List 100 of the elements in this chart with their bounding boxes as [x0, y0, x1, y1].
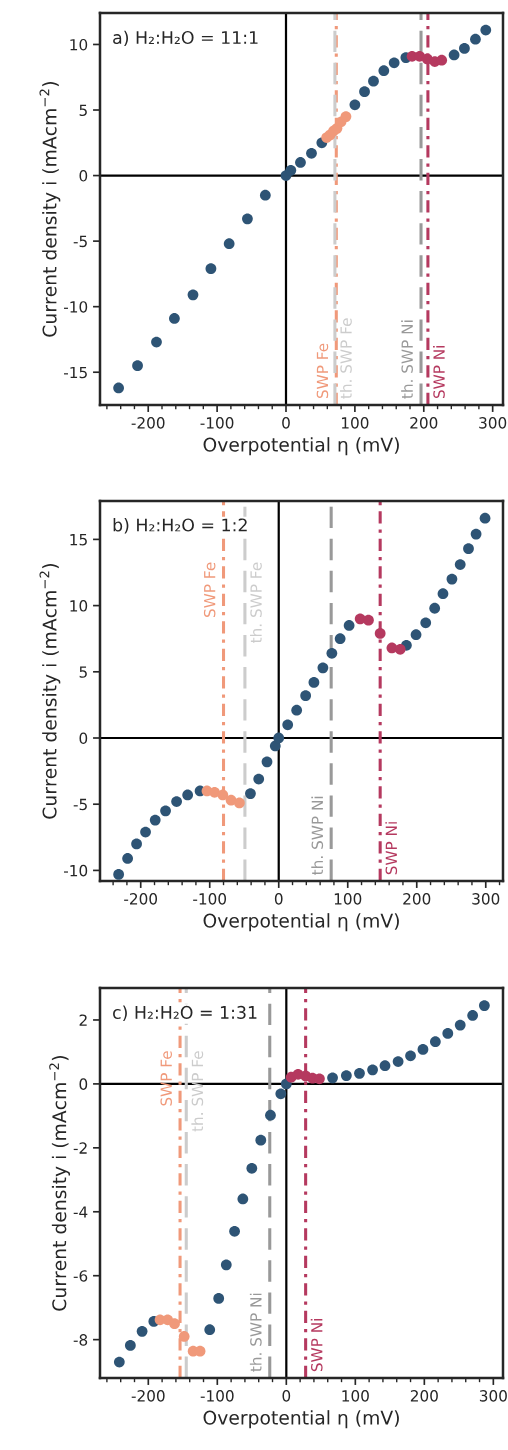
point — [205, 263, 217, 275]
point — [113, 382, 124, 394]
point — [410, 629, 422, 641]
y-tick-label: 2 — [79, 1014, 87, 1026]
point — [253, 773, 265, 785]
text: a) H₂:H₂O = 11:1 — [113, 30, 258, 47]
point — [394, 643, 406, 655]
ref-line-label: th. SWP Ni — [401, 320, 413, 399]
point — [470, 528, 482, 540]
point — [259, 189, 271, 201]
point — [327, 1072, 338, 1084]
point — [160, 805, 171, 817]
point — [367, 1064, 378, 1076]
point — [334, 633, 346, 645]
x-tick-label: -100 — [200, 417, 234, 429]
point — [478, 1000, 490, 1011]
point — [467, 1010, 479, 1021]
point — [237, 1193, 249, 1205]
ref-line-label: SWP Fe — [160, 1051, 172, 1106]
point — [220, 1259, 232, 1271]
y-tick-label: -6 — [73, 1270, 88, 1282]
x-tick-label: 300 — [479, 1390, 507, 1402]
y-tick-label: 0 — [79, 1078, 88, 1090]
point — [436, 54, 448, 66]
x-tick-label: -100 — [193, 893, 227, 905]
x-axis-title: Overpotential η (mV) — [203, 437, 399, 456]
point — [113, 869, 125, 880]
point — [131, 838, 142, 850]
point — [234, 797, 245, 809]
y-tick-label: 0 — [79, 170, 88, 182]
point — [261, 756, 273, 768]
x-tick-label: -200 — [124, 893, 158, 905]
point — [448, 49, 460, 61]
ref-line-label: SWP Fe — [316, 343, 329, 399]
y-tick-label: -8 — [73, 1334, 88, 1346]
point — [442, 1028, 454, 1039]
y-tick-label: 10 — [70, 600, 88, 612]
y-tick-label: -2 — [73, 1142, 87, 1154]
x-tick-label: 300 — [472, 893, 500, 905]
point — [229, 1225, 240, 1237]
x-tick-label: 0 — [282, 417, 290, 429]
y-tick-label: 5 — [79, 666, 87, 678]
point — [187, 289, 199, 301]
point — [454, 559, 466, 570]
x-tick-label: -200 — [131, 417, 165, 429]
text: b) H₂:H₂O = 1:2 — [113, 518, 247, 534]
x-tick-label: 200 — [403, 893, 431, 905]
point — [291, 704, 303, 716]
point — [378, 65, 390, 77]
point — [429, 602, 441, 614]
point — [136, 1325, 148, 1337]
point — [140, 826, 151, 838]
ref-line-label: SWP Ni — [310, 1319, 323, 1372]
text: c) H₂:H₂O = 1:31 — [113, 1005, 257, 1022]
x-axis-title: Overpotential η (mV) — [203, 1410, 399, 1429]
point — [359, 86, 370, 98]
point — [379, 1060, 391, 1072]
x-tick-label: 200 — [410, 417, 438, 429]
point — [273, 732, 285, 744]
y-tick-label: 10 — [70, 38, 88, 51]
point — [242, 213, 253, 225]
point — [420, 617, 432, 629]
y-axis-title: Current density i (mAcm$^{−2}$) — [49, 1055, 70, 1311]
point — [246, 1162, 258, 1174]
x-tick-label: 300 — [479, 417, 507, 429]
y-tick-label: -10 — [63, 864, 88, 877]
point — [209, 786, 220, 798]
ref-line-label: th. SWP Ni — [311, 796, 324, 875]
point — [275, 1088, 287, 1100]
y-tick-label: -5 — [73, 235, 87, 248]
point — [446, 573, 458, 585]
point — [308, 677, 320, 688]
x-tick-label: 100 — [342, 1390, 369, 1402]
y-axis-title: Current density i (mAcm$^{−2}$) — [39, 81, 61, 337]
y-tick-label: -10 — [63, 301, 88, 313]
point — [463, 543, 474, 555]
point — [169, 1318, 180, 1330]
y-axis-title: Current density i (mAcm$^{−2}$) — [39, 563, 61, 819]
point — [454, 1019, 466, 1031]
point — [151, 336, 162, 348]
point — [124, 1340, 136, 1351]
point — [182, 789, 194, 801]
y-tick-label: -15 — [63, 366, 87, 379]
point — [314, 1073, 325, 1085]
point — [437, 588, 449, 600]
point — [363, 614, 374, 626]
y-tick-label: 5 — [79, 104, 87, 117]
x-axis-title: Overpotential η (mV) — [203, 913, 399, 932]
x-tick-label: 0 — [274, 893, 283, 905]
x-tick-label: 0 — [282, 1390, 291, 1402]
x-tick-label: 100 — [334, 893, 362, 905]
point — [480, 24, 492, 36]
point — [169, 313, 180, 324]
point — [113, 1356, 125, 1368]
point — [171, 796, 182, 807]
point — [349, 99, 361, 111]
x-tick-label: 100 — [341, 417, 369, 429]
point — [132, 360, 143, 372]
point — [340, 1070, 352, 1081]
point — [178, 1331, 190, 1342]
